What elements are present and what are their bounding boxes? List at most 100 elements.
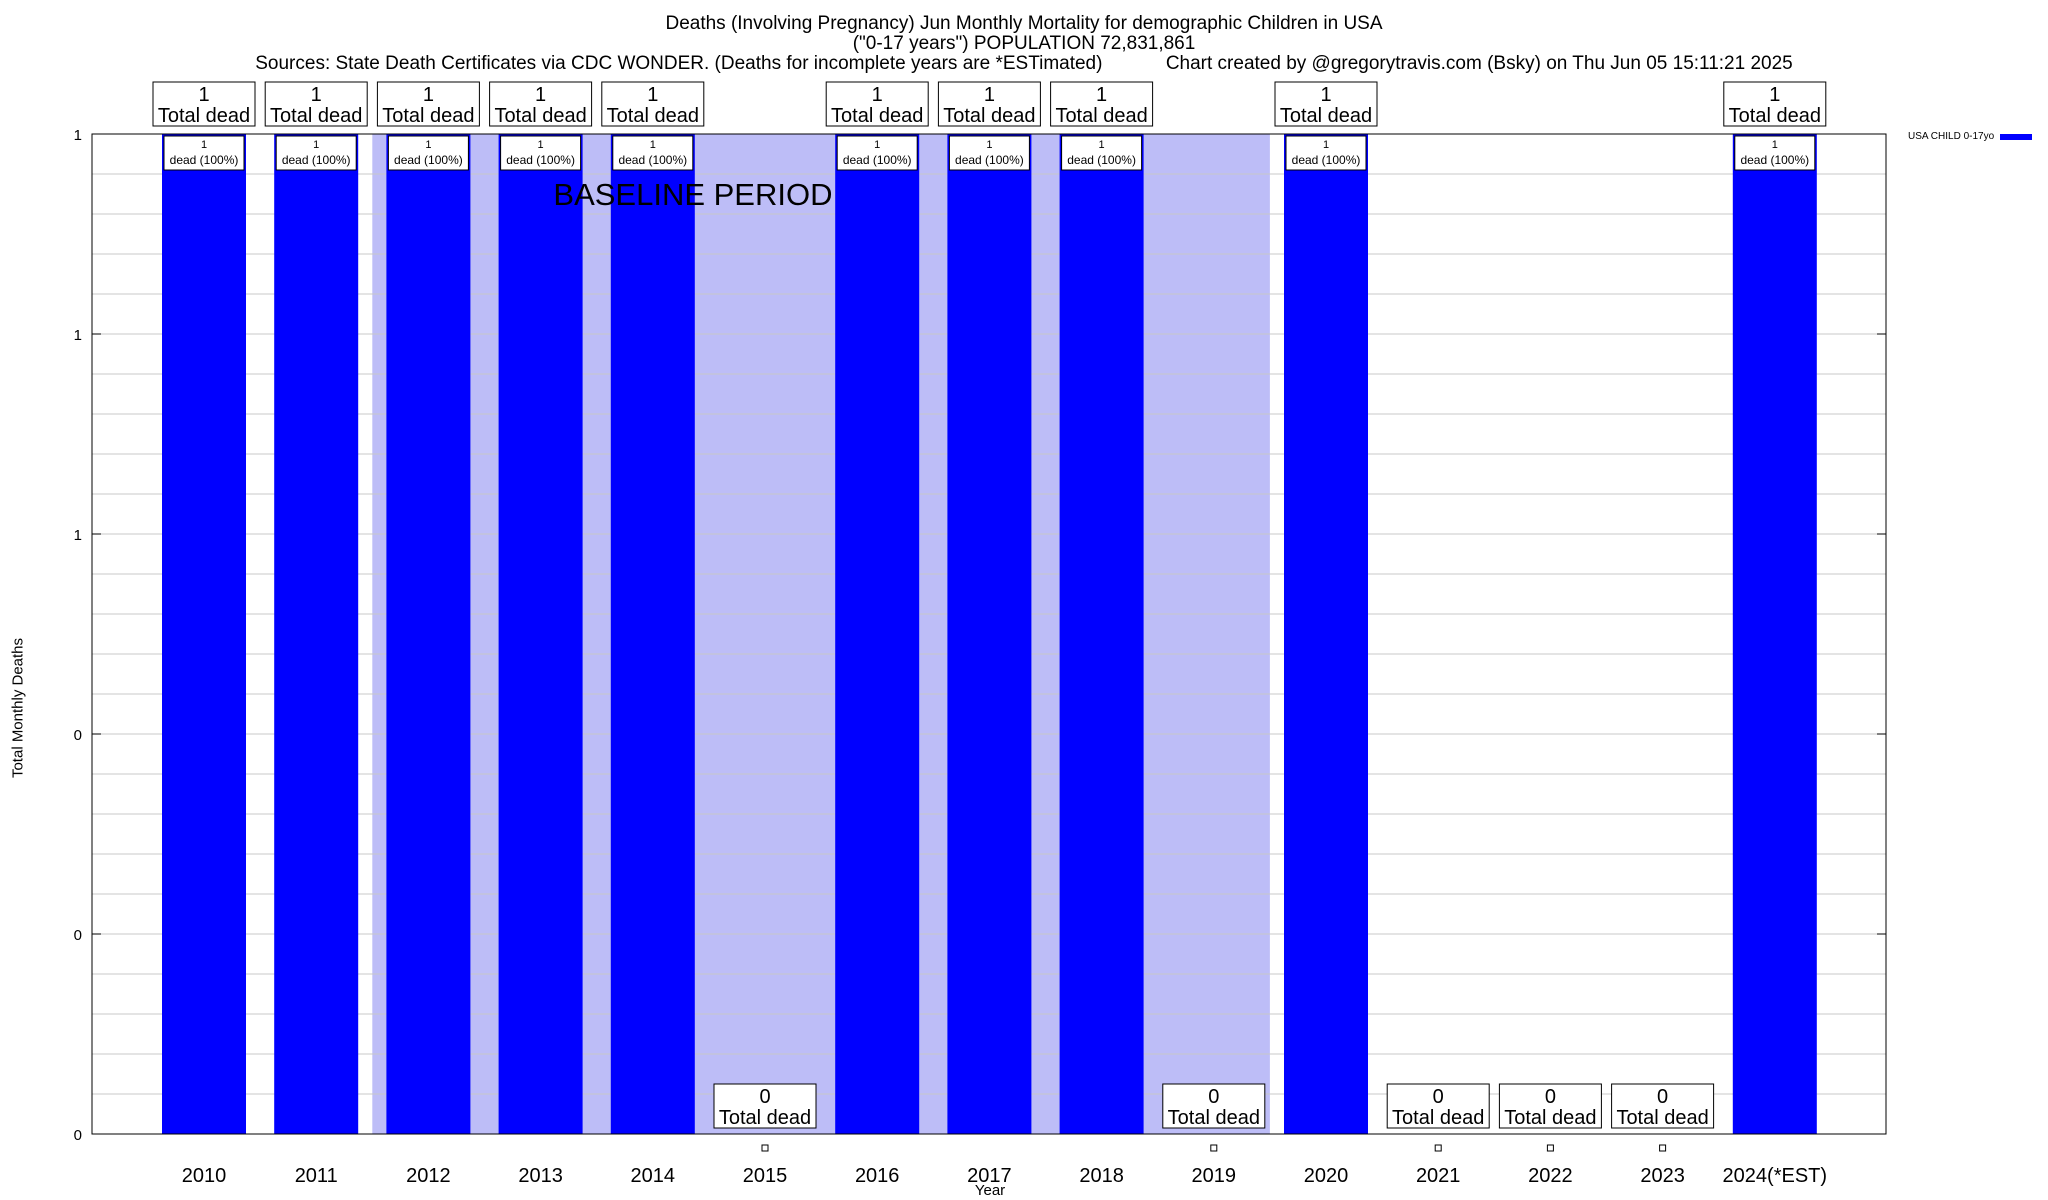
zero-marker [761,1144,769,1152]
chart-credit: Chart created by @gregorytravis.com (Bsk… [1165,53,1793,74]
chart-sources-line: Sources: State Death Certificates via CD… [0,54,2048,74]
total-label-value: 0 [1545,1086,1556,1108]
chart-title-line-1: Deaths (Involving Pregnancy) Jun Monthly… [665,13,1383,34]
total-label-suffix: Total dead [831,105,923,127]
total-label-value: 1 [198,84,209,106]
total-label-suffix: Total dead [607,105,699,127]
bar [1059,134,1144,1134]
total-label-value: 1 [535,84,546,106]
inner-label-box [163,135,245,171]
inner-label-value: 1 [1772,139,1778,151]
x-axis-label: Year [974,1182,1006,1199]
total-label-suffix: Total dead [1168,1107,1260,1129]
inner-label-value: 1 [1099,139,1105,151]
inner-label-box [948,135,1030,171]
inner-label-box [836,135,918,171]
x-tick-label: 2012 [406,1165,451,1187]
total-label-value: 1 [984,84,995,106]
inner-label-value: 1 [874,139,880,151]
total-label-box [1611,1083,1715,1129]
inner-label-value: 1 [986,139,992,151]
x-tick-label: 2020 [1304,1165,1349,1187]
total-label-value: 1 [647,84,658,106]
zero-marker [1210,1144,1218,1152]
total-label-value: 0 [759,1086,770,1108]
inner-label-suffix: dead (100%) [506,153,575,167]
bar [1284,134,1368,1134]
inner-label-value: 1 [201,139,207,151]
inner-label-box [387,135,469,171]
inner-label-value: 1 [650,139,656,151]
y-tick-label: 1 [74,327,82,344]
x-tick-label: 2010 [182,1165,227,1187]
x-tick-label: 2018 [1079,1165,1124,1187]
total-label-box [1274,81,1378,127]
total-label-box [1723,81,1827,127]
x-tick-label: 2013 [518,1165,563,1187]
total-label-suffix: Total dead [1616,1107,1708,1129]
bar [274,134,359,1134]
y-tick-label: 0 [74,927,82,944]
y-tick-label: 1 [74,527,82,544]
bar [835,134,920,1134]
total-label-value: 0 [1657,1086,1668,1108]
total-label-suffix: Total dead [494,105,586,127]
y-tick-label: 0 [74,727,82,744]
total-label-suffix: Total dead [1729,105,1821,127]
total-label-value: 1 [872,84,883,106]
total-label-box [1162,1083,1266,1129]
legend: USA CHILD 0-17yo [1908,131,2033,142]
total-label-value: 1 [1096,84,1107,106]
total-label-suffix: Total dead [1055,105,1147,127]
total-label-value: 1 [311,84,322,106]
total-label-value: 0 [1433,1086,1444,1108]
total-label-box [1498,1083,1602,1129]
zero-marker [1546,1144,1554,1152]
y-tick-label: 1 [74,127,82,144]
inner-label-suffix: dead (100%) [1740,153,1809,167]
legend-swatch [2000,133,2033,140]
baseline-period-label: BASELINE PERIOD [553,177,832,212]
inner-label-value: 1 [1323,139,1329,151]
inner-label-box [1734,135,1816,171]
x-tick-label: 2022 [1528,1165,1573,1187]
inner-label-box [1285,135,1367,171]
total-label-suffix: Total dead [1504,1107,1596,1129]
inner-label-suffix: dead (100%) [843,153,912,167]
total-label-suffix: Total dead [1392,1107,1484,1129]
total-label-box [601,81,705,127]
inner-label-value: 1 [538,139,544,151]
x-tick-label: 2015 [743,1165,788,1187]
bar [498,134,583,1134]
inner-label-suffix: dead (100%) [1292,153,1361,167]
total-label-box [937,81,1041,127]
inner-label-suffix: dead (100%) [282,153,351,167]
inner-label-value: 1 [425,139,431,151]
x-tick-label: 2014 [631,1165,676,1187]
total-label-box [489,81,593,127]
total-label-box [264,81,368,127]
zero-marker [1434,1144,1442,1152]
bar [386,134,471,1134]
total-label-box [1050,81,1154,127]
chart-title-line-2: ("0-17 years") POPULATION 72,831,861 [852,33,1196,54]
x-tick-label: 2024(*EST) [1723,1165,1828,1187]
total-label-suffix: Total dead [943,105,1035,127]
total-label-suffix: Total dead [270,105,362,127]
inner-label-suffix: dead (100%) [170,153,239,167]
x-tick-label: 2021 [1416,1165,1461,1187]
total-label-box [376,81,480,127]
bar [1732,134,1817,1134]
inner-label-suffix: dead (100%) [394,153,463,167]
bar [610,134,695,1134]
total-label-value: 1 [1769,84,1780,106]
inner-label-box [1061,135,1143,171]
legend-label: USA CHILD 0-17yo [1908,131,1995,142]
x-tick-label: 2016 [855,1165,900,1187]
bar [947,134,1032,1134]
total-label-box [825,81,929,127]
total-label-box [152,81,256,127]
total-label-value: 1 [1320,84,1331,106]
x-tick-label: 2011 [295,1165,338,1187]
